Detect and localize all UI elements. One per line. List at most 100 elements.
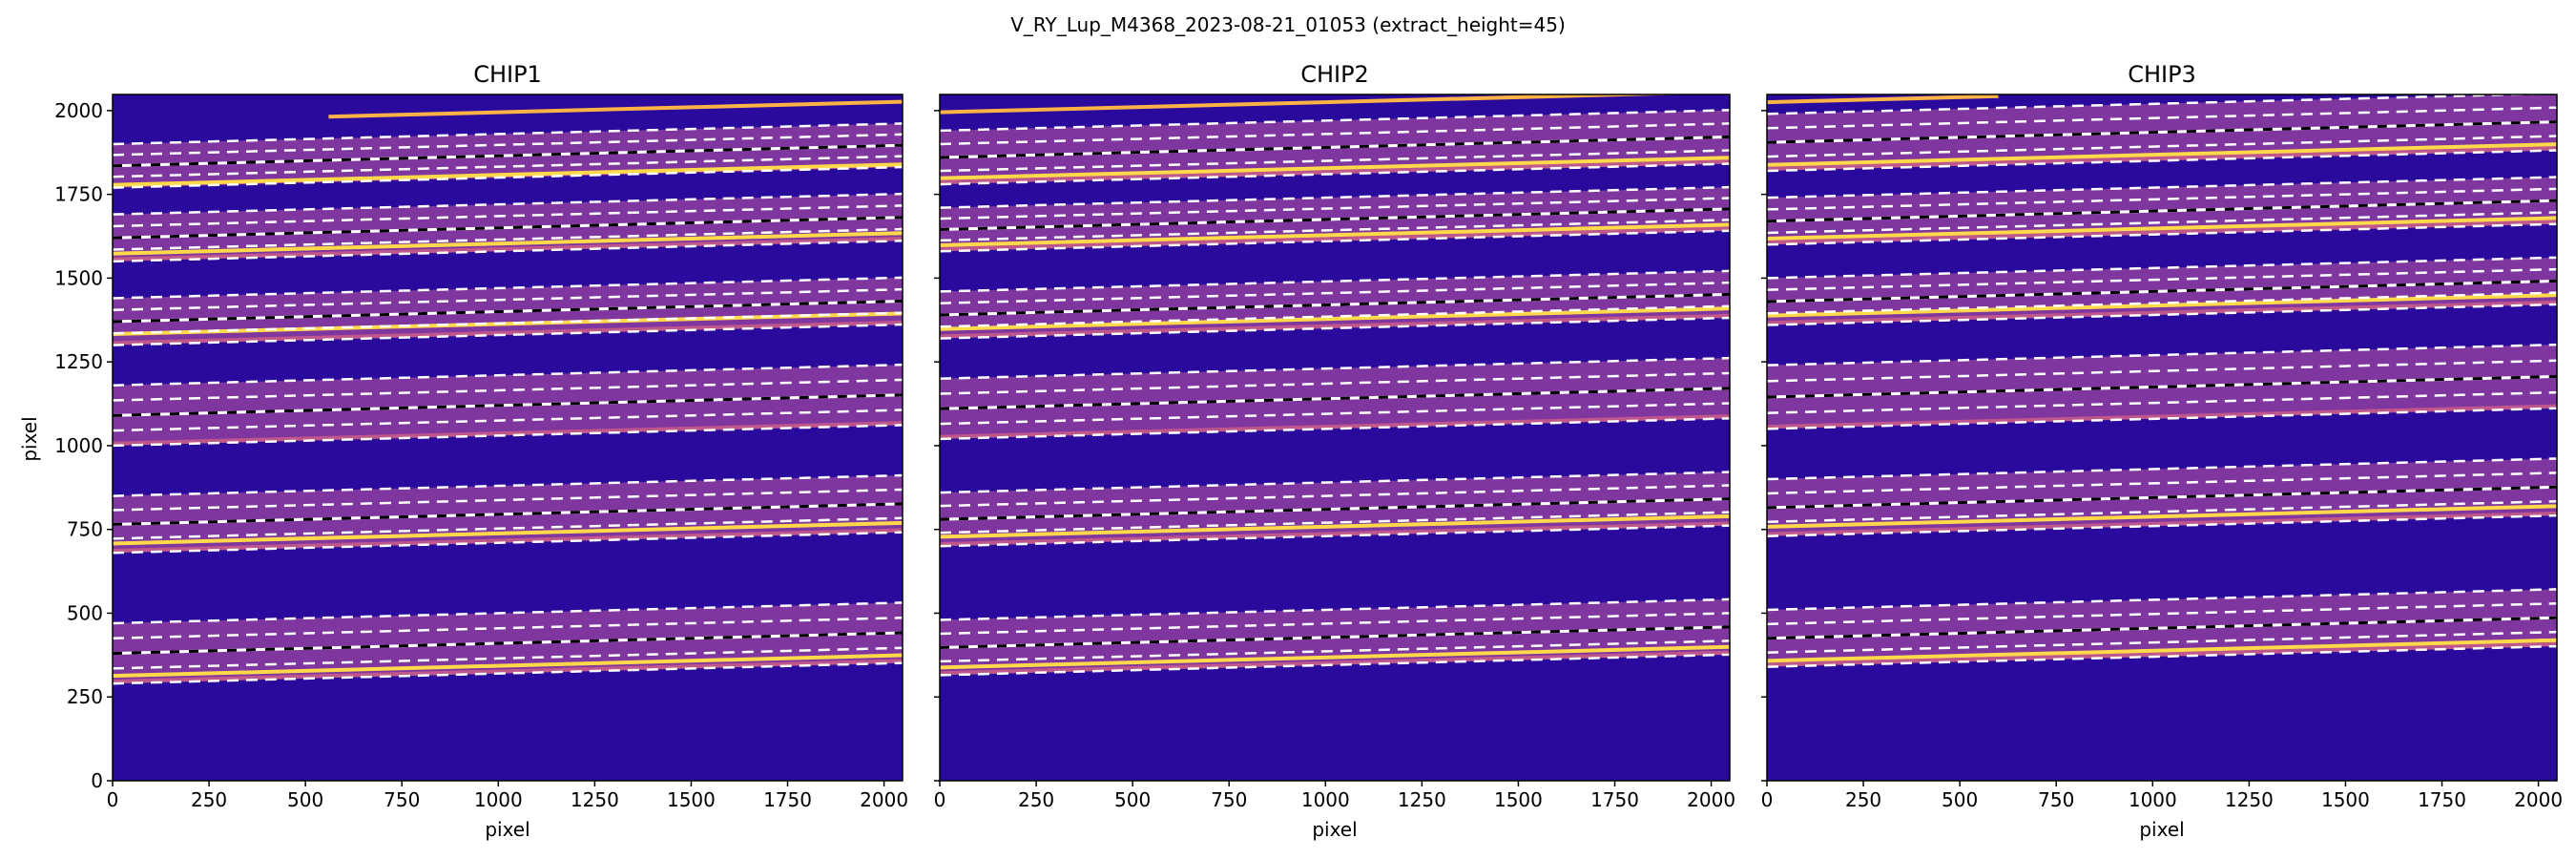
extraction-boundary-dashed	[940, 229, 1730, 253]
bright-trace	[940, 156, 1730, 180]
trace-center-base	[113, 631, 903, 656]
extraction-boundary-dashed	[940, 371, 1730, 395]
panel-chip2: CHIP2 0 250 500 750 1000 1250 1500 1750 2000 pix…	[934, 61, 1735, 841]
bright-trace	[113, 653, 903, 679]
x-tick-label: 1750	[2418, 788, 2466, 811]
x-tick-label: 1000	[474, 788, 523, 811]
extraction-boundary-dashed	[940, 316, 1730, 340]
extraction-boundary-dashed	[940, 269, 1730, 293]
top-bright-streak	[328, 99, 903, 119]
x-tick-label: 2000	[2514, 788, 2563, 811]
extraction-boundary-dashed	[940, 281, 1730, 304]
extraction-boundary-dashed	[113, 363, 903, 387]
trace-center-base	[113, 216, 903, 240]
y-tick-label: 1750	[54, 183, 103, 206]
y-tick-label: 1250	[54, 350, 103, 373]
extraction-boundary-dashed	[1767, 499, 2557, 524]
x-axis-ticks-chip2: 0 250 500 750 1000 1250 1500 1750 2000	[934, 781, 1735, 811]
trace-center-base	[1767, 485, 2557, 510]
extraction-boundary-dashed	[940, 484, 1730, 508]
x-tick-label: 2000	[1687, 788, 1735, 811]
x-tick-label: 500	[1942, 788, 1978, 811]
bright-trace	[1767, 504, 2557, 529]
x-tick-label: 0	[1761, 788, 1774, 811]
trace-center-base	[940, 387, 1730, 410]
extraction-boundary-dashed	[1767, 187, 2557, 211]
extraction-boundary-dashed	[1767, 303, 2557, 326]
image-content	[113, 94, 903, 781]
extraction-boundary-dashed	[113, 473, 903, 497]
extraction-boundary-dashed	[113, 287, 903, 311]
panel-chip1: CHIP1 0 250 500 750 1000 1250 1500 1750 2000 0 25…	[18, 61, 908, 841]
extraction-boundary-dashed	[940, 653, 1730, 677]
panel-title-chip1: CHIP1	[473, 61, 542, 88]
extraction-boundary-dashed	[940, 149, 1730, 173]
x-axis-ticks-chip3: 0 250 500 750 1000 1250 1500 1750 2000	[1761, 781, 2563, 811]
x-tick-label: 1000	[2129, 788, 2177, 811]
x-tick-label: 1250	[571, 788, 619, 811]
extraction-boundary-dashed	[1767, 630, 2557, 654]
bright-trace	[1767, 142, 2557, 167]
x-tick-label: 1250	[2225, 788, 2274, 811]
extraction-boundary-dashed	[1767, 135, 2557, 158]
extraction-boundary-dashed	[113, 122, 903, 146]
extraction-boundary-dashed	[113, 661, 903, 685]
y-tick-label: 1500	[54, 266, 103, 289]
trace-center-base	[113, 299, 903, 324]
extraction-boundary-dashed	[940, 402, 1730, 426]
extraction-boundary-dashed	[940, 356, 1730, 380]
extraction-boundary-dashed	[940, 122, 1730, 146]
trace-center-base	[1767, 616, 2557, 640]
trace-center-base	[1767, 120, 2557, 144]
bright-trace	[940, 222, 1730, 247]
trace-center-base	[1767, 199, 2557, 223]
x-tick-label: 1500	[1494, 788, 1543, 811]
trace-center-base	[113, 502, 903, 526]
x-tick-label: 500	[287, 788, 323, 811]
extraction-boundary-dashed	[113, 204, 903, 228]
y-axis-ticks-chip1: 0 250 500 750 1000 1250 1500 1750 2000	[54, 99, 113, 792]
extraction-boundary-dashed	[1767, 222, 2557, 246]
trace-center-base	[113, 393, 903, 417]
image-content	[1767, 94, 2557, 781]
trace-center-base	[940, 207, 1730, 231]
bright-trace	[940, 513, 1730, 539]
y-tick-label: 1000	[54, 434, 103, 457]
bright-trace	[940, 644, 1730, 670]
x-tick-label: 1750	[1590, 788, 1639, 811]
x-tick-label: 1250	[1398, 788, 1446, 811]
trace-center-base	[940, 497, 1730, 521]
axes-frame	[112, 94, 904, 782]
trace-center-base	[940, 292, 1730, 317]
x-axis-label-chip3: pixel	[2139, 818, 2184, 841]
x-tick-label: 1500	[667, 788, 716, 811]
extraction-boundary-dashed	[1767, 513, 2557, 537]
extraction-boundary-dashed	[1767, 149, 2557, 173]
extraction-boundary-dashed	[113, 409, 903, 432]
x-tick-label: 250	[191, 788, 227, 811]
extraction-boundary-dashed	[1767, 343, 2557, 367]
image-content	[940, 94, 1730, 781]
x-tick-label: 250	[1845, 788, 1881, 811]
extraction-boundary-dashed	[940, 417, 1730, 441]
figure-suptitle: V_RY_Lup_M4368_2023-08-21_01053 (extract…	[1010, 13, 1566, 36]
extraction-boundary-dashed	[1767, 359, 2557, 383]
extraction-boundary-dashed	[940, 471, 1730, 494]
extraction-boundary-dashed	[1767, 588, 2557, 612]
extraction-boundary-dashed	[113, 616, 903, 640]
extraction-boundary-dashed	[940, 219, 1730, 242]
trace-center-base	[940, 135, 1730, 159]
extraction-boundary-dashed	[113, 227, 903, 251]
extraction-boundary-dashed	[940, 639, 1730, 663]
panel-title-chip3: CHIP3	[2128, 61, 2196, 88]
extraction-boundary-dashed	[1767, 471, 2557, 495]
bright-trace	[113, 162, 903, 187]
y-tick-label: 2000	[54, 99, 103, 122]
extraction-boundary-dashed	[1767, 94, 2557, 115]
extraction-boundary-dashed	[940, 162, 1730, 186]
extraction-boundary-dashed	[113, 311, 903, 335]
extraction-boundary-dashed	[940, 197, 1730, 220]
y-axis-ticks-chip2	[934, 110, 940, 782]
image-area-chip3	[1766, 94, 2558, 782]
extraction-boundary-dashed	[1767, 211, 2557, 235]
